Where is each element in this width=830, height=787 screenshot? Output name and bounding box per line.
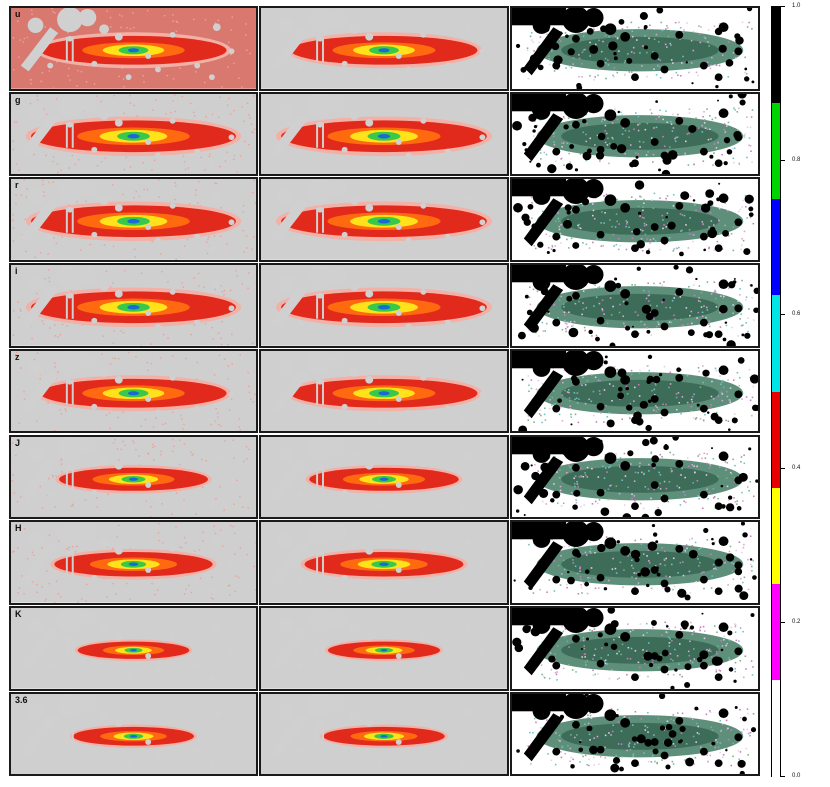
- panel-J-col3: [510, 434, 760, 520]
- panel-K-col3: [510, 605, 760, 691]
- colorbar-tick-label-5: 1.0: [792, 3, 801, 9]
- panel-g-col2: [259, 91, 509, 177]
- panel-r-col1: r: [9, 177, 258, 263]
- band-label-8: 3.6: [15, 694, 28, 705]
- panel-u-col1: u: [9, 6, 258, 91]
- colorbar-segment-0: [772, 7, 780, 104]
- band-label-6: H: [15, 523, 22, 534]
- colorbar-segment-1: [772, 103, 780, 200]
- panel-K-col2: [259, 605, 509, 691]
- panel-3.6-col2: [259, 691, 509, 777]
- colorbar-tick-label-1: 0.2: [792, 619, 801, 625]
- panel-z-col1: z: [9, 348, 258, 434]
- colorbar-tick-label-2: 0.4: [792, 465, 801, 471]
- band-label-1: g: [15, 94, 21, 105]
- band-label-4: z: [15, 351, 20, 362]
- colorbar-tick-label-3: 0.6: [792, 311, 801, 317]
- colorbar-tick-2: [781, 468, 785, 469]
- colorbar-tick-3: [781, 314, 785, 315]
- panel-3.6-col1: 3.6: [9, 691, 258, 777]
- colorbar-segment-7: [772, 679, 780, 777]
- panel-3.6-col3: [510, 691, 760, 777]
- panel-i-col2: [259, 263, 509, 348]
- panel-H-col2: [259, 520, 509, 605]
- colorbar: [771, 6, 781, 777]
- colorbar-tick-1: [781, 622, 785, 623]
- panel-z-col2: [259, 348, 509, 434]
- colorbar-tick-0: [781, 776, 785, 777]
- panel-z-col3: [510, 348, 760, 434]
- band-label-5: J: [15, 437, 21, 448]
- colorbar-segment-3: [772, 295, 780, 392]
- panel-r-col3: [510, 177, 760, 263]
- band-label-7: K: [15, 608, 22, 619]
- colorbar-segment-6: [772, 583, 780, 681]
- colorbar-segment-5: [772, 487, 780, 585]
- colorbar-segment-4: [772, 391, 780, 489]
- colorbar-tick-4: [781, 160, 785, 161]
- panel-H-col3: [510, 520, 760, 605]
- band-label-0: u: [15, 9, 21, 19]
- panel-K-col1: K: [9, 605, 258, 691]
- colorbar-tick-label-0: 0.0: [792, 773, 801, 779]
- panel-i-col3: [510, 263, 760, 348]
- colorbar-tick-5: [781, 6, 785, 7]
- colorbar-tick-label-4: 0.8: [792, 157, 801, 163]
- band-label-2: r: [15, 180, 19, 191]
- colorbar-segment-2: [772, 199, 780, 296]
- panel-g-col3: [510, 91, 760, 177]
- panel-i-col1: i: [9, 263, 258, 348]
- panel-J-col1: J: [9, 434, 258, 520]
- panel-u-col3: [510, 6, 760, 91]
- panel-g-col1: g: [9, 91, 258, 177]
- panel-J-col2: [259, 434, 509, 520]
- panel-u-col2: [259, 6, 509, 91]
- band-label-3: i: [15, 266, 18, 277]
- panel-r-col2: [259, 177, 509, 263]
- panel-H-col1: H: [9, 520, 258, 605]
